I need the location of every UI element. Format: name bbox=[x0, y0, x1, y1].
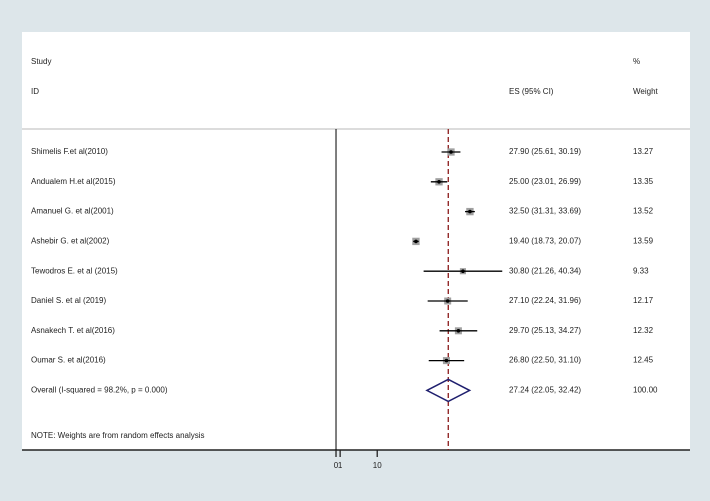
es-label: 32.50 (31.31, 33.69) bbox=[509, 207, 581, 216]
es-label: 27.90 (25.61, 30.19) bbox=[509, 147, 581, 156]
weight-label: 12.45 bbox=[633, 356, 654, 365]
es-point bbox=[437, 180, 441, 184]
header-es: ES (95% CI) bbox=[509, 87, 554, 96]
es-point bbox=[444, 358, 449, 363]
note: NOTE: Weights are from random effects an… bbox=[31, 431, 205, 440]
es-label: 29.70 (25.13, 34.27) bbox=[509, 326, 581, 335]
es-label: 30.80 (21.26, 40.34) bbox=[509, 266, 581, 275]
study-label: Asnakech T. et al(2016) bbox=[31, 326, 115, 335]
study-label: Tewodros E. et al (2015) bbox=[31, 266, 118, 275]
es-label: 25.00 (23.01, 26.99) bbox=[509, 177, 581, 186]
header-study: Study bbox=[31, 57, 51, 66]
study-label: Amanuel G. et al(2001) bbox=[31, 207, 114, 216]
study-label: Oumar S. et al(2016) bbox=[31, 356, 106, 365]
x-tick-label: 1 bbox=[338, 461, 343, 470]
study-label: Shimelis F.et al(2010) bbox=[31, 147, 108, 156]
weight-label: 13.35 bbox=[633, 177, 654, 186]
overall-es-label: 27.24 (22.05, 32.42) bbox=[509, 386, 581, 395]
weight-label: 13.27 bbox=[633, 147, 654, 156]
x-tick-label: 0 bbox=[334, 461, 339, 470]
es-label: 19.40 (18.73, 20.07) bbox=[509, 237, 581, 246]
study-label: Daniel S. et al (2019) bbox=[31, 296, 106, 305]
weight-label: 9.33 bbox=[633, 266, 649, 275]
overall-label: Overall (I-squared = 98.2%, p = 0.000) bbox=[31, 386, 168, 395]
es-point bbox=[456, 329, 461, 333]
es-label: 27.10 (22.24, 31.96) bbox=[509, 296, 581, 305]
es-point bbox=[461, 269, 465, 274]
study-label: Ashebir G. et al(2002) bbox=[31, 237, 110, 246]
es-point bbox=[445, 299, 450, 303]
overall-diamond bbox=[425, 378, 472, 403]
header-id: ID bbox=[31, 87, 39, 96]
study-label: Andualem H.et al(2015) bbox=[31, 177, 116, 186]
weight-label: 12.32 bbox=[633, 326, 654, 335]
weight-label: 13.59 bbox=[633, 237, 654, 246]
overall-weight-label: 100.00 bbox=[633, 386, 658, 395]
es-point bbox=[449, 150, 453, 154]
es-point bbox=[468, 209, 472, 214]
header-weight: Weight bbox=[633, 87, 659, 96]
plot-panel bbox=[22, 32, 690, 450]
es-label: 26.80 (22.50, 31.10) bbox=[509, 356, 581, 365]
es-point bbox=[414, 239, 418, 244]
weight-label: 13.52 bbox=[633, 207, 654, 216]
weight-label: 12.17 bbox=[633, 296, 654, 305]
x-tick-label: 10 bbox=[373, 461, 382, 470]
header-pct: % bbox=[633, 57, 640, 66]
